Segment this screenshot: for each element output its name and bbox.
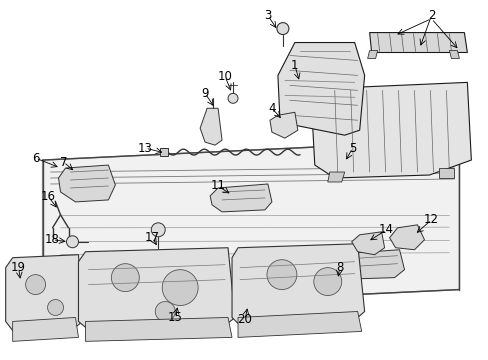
Circle shape <box>111 264 139 292</box>
Polygon shape <box>59 165 115 202</box>
Polygon shape <box>85 318 232 341</box>
Polygon shape <box>327 172 344 182</box>
Text: 10: 10 <box>217 70 232 83</box>
Text: 7: 7 <box>60 156 67 168</box>
Polygon shape <box>439 168 453 178</box>
Text: 6: 6 <box>32 152 39 165</box>
Polygon shape <box>367 50 377 58</box>
Text: 11: 11 <box>210 180 225 193</box>
Polygon shape <box>238 311 361 337</box>
Text: 5: 5 <box>348 141 356 155</box>
Circle shape <box>313 268 341 296</box>
Text: 16: 16 <box>41 190 56 203</box>
Polygon shape <box>369 32 467 53</box>
Polygon shape <box>6 255 82 334</box>
Text: 3: 3 <box>264 9 271 22</box>
Circle shape <box>162 270 198 306</box>
Text: 19: 19 <box>11 261 26 274</box>
Circle shape <box>151 223 165 237</box>
Circle shape <box>25 275 45 294</box>
Polygon shape <box>389 225 424 250</box>
Polygon shape <box>42 140 458 310</box>
Text: 2: 2 <box>427 9 434 22</box>
Text: 15: 15 <box>167 311 182 324</box>
Circle shape <box>66 236 78 248</box>
Circle shape <box>276 23 288 35</box>
Polygon shape <box>210 184 271 212</box>
Polygon shape <box>160 148 168 156</box>
Polygon shape <box>351 232 384 255</box>
Text: 9: 9 <box>201 87 208 100</box>
Text: 8: 8 <box>335 261 343 274</box>
Text: 1: 1 <box>290 59 298 72</box>
Circle shape <box>47 300 63 315</box>
Polygon shape <box>321 250 404 280</box>
Text: 12: 12 <box>423 213 438 226</box>
Text: 4: 4 <box>267 102 275 115</box>
Circle shape <box>266 260 296 289</box>
Text: 20: 20 <box>237 313 252 326</box>
Circle shape <box>227 93 238 103</box>
Polygon shape <box>13 318 78 341</box>
Polygon shape <box>277 42 364 135</box>
Polygon shape <box>311 82 470 178</box>
Polygon shape <box>78 248 235 332</box>
Polygon shape <box>200 108 222 145</box>
Text: 17: 17 <box>144 231 160 244</box>
Polygon shape <box>232 244 364 328</box>
Polygon shape <box>269 112 297 138</box>
Text: 13: 13 <box>138 141 152 155</box>
Text: 18: 18 <box>45 233 60 246</box>
Circle shape <box>155 302 175 321</box>
Polygon shape <box>448 50 458 58</box>
Text: 14: 14 <box>378 223 393 236</box>
